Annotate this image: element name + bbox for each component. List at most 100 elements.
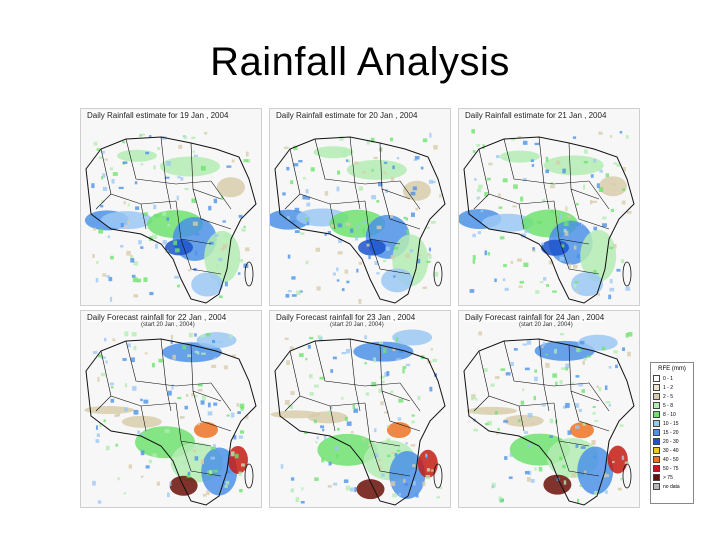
rainfall-pixel <box>240 463 245 467</box>
rainfall-pixel <box>429 132 432 138</box>
rainfall-pixel <box>398 398 404 403</box>
rainfall-pixel <box>298 160 303 163</box>
rainfall-pixel <box>95 439 100 443</box>
rainfall-pixel <box>422 138 428 143</box>
rainfall-pixel <box>174 275 180 279</box>
rainfall-pixel <box>370 137 375 143</box>
rainfall-pixel <box>596 183 600 189</box>
rainfall-pixel <box>164 176 170 179</box>
africa-map-graphic <box>463 331 635 506</box>
rainfall-pixel <box>582 422 586 426</box>
rainfall-pixel <box>487 420 492 426</box>
country-border <box>314 138 401 185</box>
legend-label: 2 - 5 <box>663 393 674 400</box>
rainfall-pixel <box>539 281 544 284</box>
rainfall-pixel <box>573 283 577 288</box>
rainfall-pixel <box>366 243 370 247</box>
rainfall-pixel <box>344 269 349 274</box>
rainfall-pixel <box>508 476 513 480</box>
africa-map-graphic <box>84 131 257 304</box>
rainfall-pixel <box>96 433 100 438</box>
rainfall-pixel <box>608 366 612 369</box>
rainfall-pixel <box>143 399 149 404</box>
rainfall-pixel <box>178 144 183 149</box>
rainfall-pixel <box>245 247 250 252</box>
rainfall-pixel <box>411 414 415 417</box>
rainfall-pixel <box>513 184 518 189</box>
country-border <box>570 188 610 230</box>
rainfall-pixel <box>519 280 524 284</box>
rainfall-pixel <box>556 160 561 165</box>
legend-entry: 15 - 20 <box>651 428 693 437</box>
rainfall-pixel <box>144 352 148 355</box>
rainfall-pixel <box>480 209 484 213</box>
rainfall-pixel <box>132 386 137 391</box>
rainfall-pixel <box>593 158 597 163</box>
rainfall-pixel <box>192 449 197 453</box>
country-border <box>100 350 177 407</box>
rainfall-pixel <box>403 216 407 219</box>
rainfall-pixel <box>580 446 586 449</box>
rainfall-pixel <box>619 131 623 134</box>
rainfall-pixel <box>471 394 476 399</box>
coastline <box>463 136 635 304</box>
rainfall-pixel <box>239 258 244 263</box>
rainfall-pixel <box>220 247 225 252</box>
rainfall-pixel <box>583 357 588 361</box>
rainfall-pixel <box>364 335 368 340</box>
rainfall-pixel <box>432 358 438 362</box>
rainfall-pixel <box>383 259 387 263</box>
rainfall-pixel <box>240 406 244 411</box>
legend-entry: no data <box>651 482 693 491</box>
rainfall-pixel <box>428 179 433 184</box>
rainfall-pixel <box>379 375 385 379</box>
africa-map-graphic <box>270 329 446 506</box>
rainfall-pixel <box>574 403 580 408</box>
rainfall-pixel <box>497 427 500 431</box>
rainfall-pixel <box>130 255 134 260</box>
rainfall-pixel <box>597 292 600 296</box>
rainfall-pixel <box>389 214 394 218</box>
rainfall-pixel <box>380 401 384 406</box>
rainfall-pixel <box>559 380 563 385</box>
legend-entry: 40 - 50 <box>651 455 693 464</box>
rainfall-pixel <box>552 373 558 378</box>
rainfall-pixel <box>104 158 108 161</box>
rainfall-pixel <box>612 460 615 464</box>
rainfall-pixel <box>285 293 290 298</box>
rainfall-pixel <box>191 198 197 203</box>
rainfall-pixel <box>95 277 99 283</box>
rainfall-pixel <box>568 263 572 269</box>
rainfall-pixel <box>545 362 550 368</box>
rainfall-pixel <box>596 385 599 388</box>
rainfall-pixel <box>343 149 348 154</box>
rainfall-pixel <box>378 388 382 394</box>
rainfall-pixel <box>416 258 421 264</box>
rainfall-area <box>117 149 158 162</box>
rainfall-pixel <box>218 257 223 262</box>
rainfall-pixel <box>194 350 198 353</box>
rainfall-pixel <box>222 220 226 223</box>
rainfall-pixel <box>131 332 137 337</box>
coastline <box>85 338 257 506</box>
rainfall-pixel <box>337 251 343 255</box>
country-border <box>95 395 112 412</box>
rainfall-pixel <box>337 170 340 175</box>
country-border <box>160 338 167 387</box>
rainfall-pixel <box>433 145 438 150</box>
rainfall-pixel <box>430 348 434 351</box>
rainfall-pixel <box>563 221 569 226</box>
rainfall-pixel <box>193 154 198 157</box>
rainfall-pixel <box>594 419 599 422</box>
legend-entry: 5 - 8 <box>651 401 693 410</box>
rainfall-pixel <box>238 471 242 477</box>
rainfall-pixel <box>205 333 211 337</box>
rainfall-pixel <box>396 449 401 452</box>
rainfall-pixel <box>425 453 428 457</box>
rainfall-pixel <box>328 410 331 416</box>
rainfall-pixel <box>578 383 584 387</box>
legend-swatch <box>653 411 660 418</box>
rainfall-pixel <box>226 165 232 168</box>
rainfall-pixel <box>215 263 219 268</box>
rainfall-pixel <box>412 464 416 468</box>
